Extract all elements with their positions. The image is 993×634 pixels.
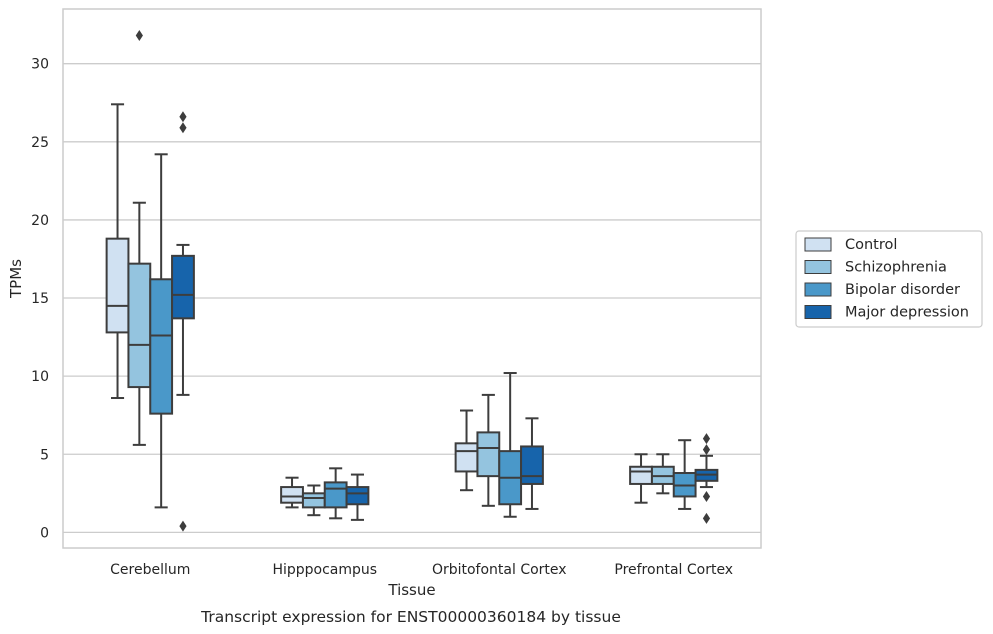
y-tick-labels: 0 5 10 15 20 25 30	[31, 57, 49, 542]
y-tick-label: 15	[31, 291, 49, 307]
x-tick-labels: Cerebellum Hipppocampus Orbitofontal Corte…	[110, 562, 733, 578]
y-tick-label: 20	[31, 213, 49, 229]
box-schizophrenia	[127, 30, 152, 446]
box-iqr	[345, 486, 370, 506]
plot-frame	[62, 8, 762, 549]
box-iqr	[105, 237, 130, 334]
box-bipolar-disorder	[498, 372, 523, 518]
legend-swatch	[804, 237, 832, 252]
box-control	[454, 409, 479, 492]
box-iqr	[520, 445, 544, 485]
legend-label: Bipolar disorder	[845, 282, 960, 298]
x-tick-label: Prefrontal Cortex	[614, 562, 733, 578]
x-tick-label: Cerebellum	[110, 562, 190, 578]
legend-label: Control	[845, 237, 897, 253]
box-iqr	[629, 465, 653, 485]
box-iqr	[149, 278, 174, 415]
box-iqr	[454, 442, 479, 473]
chart-caption: Transcript expression for ENST0000036018…	[200, 608, 621, 626]
outlier-point	[179, 520, 187, 532]
box-major-depression	[520, 417, 544, 510]
box-schizophrenia	[650, 453, 675, 495]
legend: Control Schizophrenia Bipolar disorder Majo…	[795, 230, 983, 328]
outlier-point	[702, 433, 711, 445]
box-schizophrenia	[301, 484, 326, 517]
y-tick-label: 30	[31, 57, 49, 73]
box-iqr	[127, 262, 152, 389]
outlier-point	[179, 122, 187, 134]
legend-label: Schizophrenia	[845, 260, 947, 276]
box-control	[629, 453, 653, 504]
outlier-point	[702, 512, 711, 524]
outlier-point	[702, 444, 711, 456]
outlier-point	[135, 30, 143, 42]
box-bipolar-disorder	[149, 153, 174, 509]
outlier-point	[702, 490, 711, 502]
legend-swatch	[804, 282, 832, 297]
y-tick-label: 10	[31, 369, 49, 385]
box-iqr	[171, 254, 195, 320]
box-control	[280, 476, 304, 509]
x-tick-label: Hipppocampus	[272, 562, 377, 578]
box-iqr	[280, 486, 304, 504]
box-major-depression	[171, 111, 195, 532]
x-axis-label: Tissue	[387, 581, 435, 599]
box-iqr	[301, 492, 326, 509]
box-iqr	[323, 481, 348, 509]
box-major-depression	[694, 433, 719, 524]
box-iqr	[476, 431, 501, 478]
y-tick-label: 0	[40, 525, 49, 541]
legend-swatch	[804, 305, 832, 319]
box-schizophrenia	[476, 393, 501, 507]
y-tick-label: 5	[40, 447, 49, 463]
y-axis-label: TPMs	[7, 259, 25, 299]
box-bipolar-disorder	[323, 467, 348, 520]
legend-frame	[795, 230, 983, 328]
legend-swatch	[804, 260, 832, 274]
box-control	[105, 103, 130, 400]
x-tick-label: Orbitofontal Cortex	[432, 562, 567, 578]
box-plots	[105, 30, 719, 532]
box-major-depression	[345, 473, 370, 521]
legend-label: Major depression	[845, 305, 969, 321]
box-bipolar-disorder	[672, 439, 697, 510]
outlier-point	[179, 111, 187, 123]
y-tick-label: 25	[31, 135, 49, 151]
